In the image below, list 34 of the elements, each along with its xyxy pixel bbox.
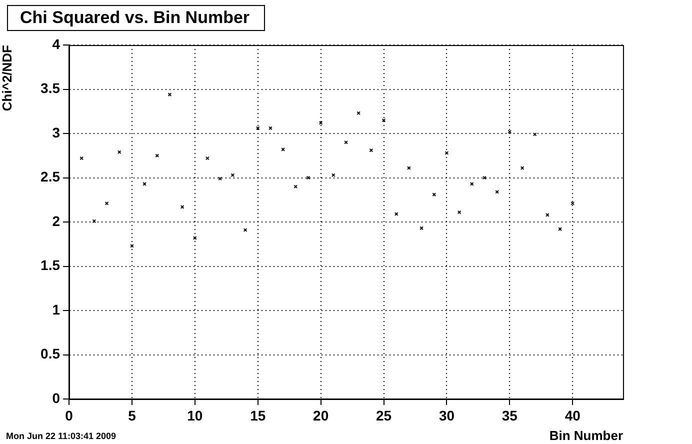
point	[432, 192, 436, 196]
y-tick-label: 3	[52, 124, 60, 140]
point	[457, 210, 462, 214]
y-tick-label: 1	[52, 301, 60, 318]
x-tick-label: 20	[313, 407, 329, 424]
y-tick-label: 0.5	[40, 346, 60, 362]
x-tick-label: 15	[250, 407, 266, 424]
point	[256, 126, 260, 130]
x-tick-label: 0	[65, 407, 74, 424]
y-tick-label: 2	[52, 212, 60, 229]
y-tick-label: 4	[52, 36, 60, 52]
point	[382, 118, 386, 122]
x-tick-label: 30	[438, 407, 455, 424]
point	[369, 148, 374, 152]
y-tick-label: 3.5	[40, 80, 60, 96]
chart-title: Chi Squared vs. Bin Number	[7, 5, 265, 31]
point	[318, 120, 323, 125]
point	[306, 176, 310, 180]
text: Mon Jun 22 11:03:41 2009	[6, 431, 116, 441]
x-tick-label: 40	[564, 407, 581, 424]
y-tick-label: 2.5	[40, 168, 60, 185]
point	[331, 173, 336, 178]
point	[104, 202, 109, 206]
point	[80, 156, 84, 160]
x-tick-label: 10	[187, 407, 203, 424]
x-tick-label: 25	[376, 407, 392, 424]
y-axis-title: Chi^2/NDF	[0, 44, 14, 112]
y-tick-label: 0	[52, 390, 60, 406]
x-axis-title: Bin Number	[549, 428, 623, 443]
x-tick-label: 35	[502, 407, 518, 424]
point	[495, 190, 500, 194]
y-tick-label: 1.5	[40, 257, 60, 274]
x-tick-label: 5	[128, 407, 136, 424]
point	[508, 130, 512, 134]
